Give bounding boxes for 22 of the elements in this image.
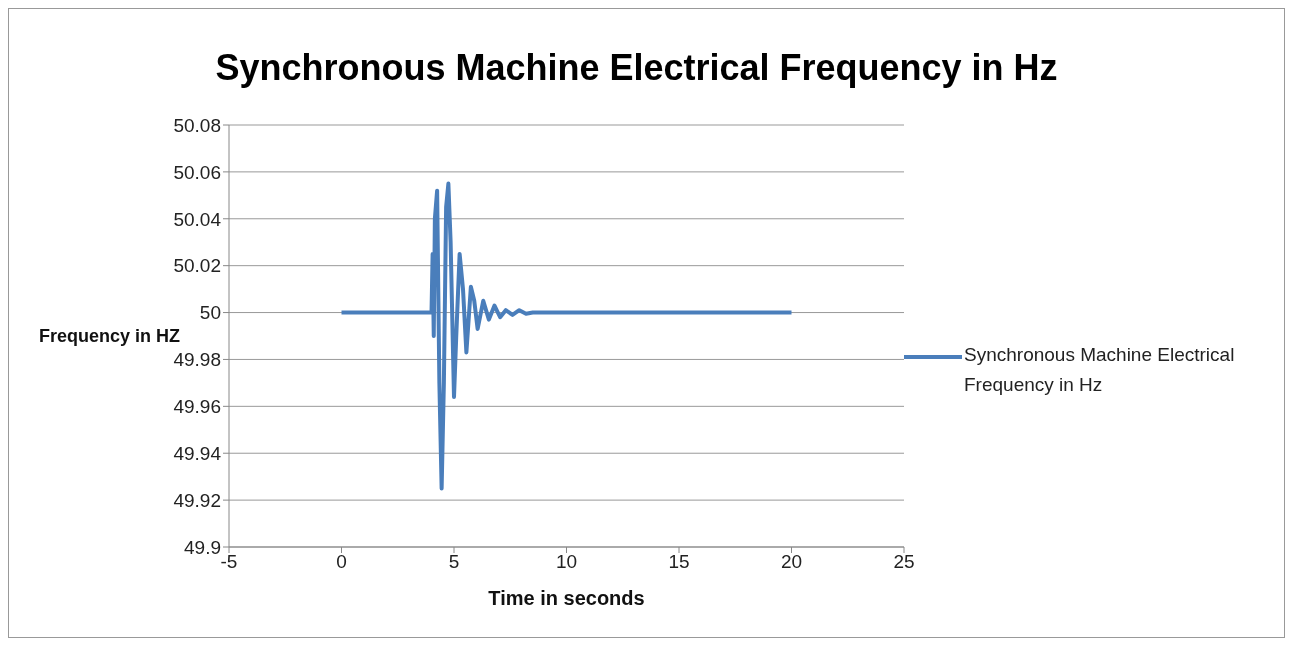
x-tick-label: 0 [336, 551, 347, 573]
x-axis-title: Time in seconds [488, 587, 645, 609]
y-tick-label: 49.96 [173, 396, 221, 418]
y-tick-label: 49.92 [173, 489, 221, 511]
y-tick-label: 50.04 [173, 208, 222, 230]
x-tick-label: 10 [555, 551, 578, 573]
y-axis-title: Frequency in HZ [39, 326, 181, 347]
chart-title: Synchronous Machine Electrical Frequency in Hz [214, 47, 1059, 90]
y-tick-label: 50.08 [173, 114, 221, 136]
line-series [339, 181, 794, 491]
x-tick-label: 25 [893, 551, 915, 573]
x-tick-label: 15 [668, 551, 690, 573]
y-tick-label: 49.9 [184, 536, 221, 558]
legend-label: Synchronous Machine Electrical Frequency in Hz [964, 342, 1236, 397]
y-tick-label: 50.02 [173, 255, 221, 277]
y-tick-label: 49.94 [173, 442, 222, 464]
y-tick-label: 49.98 [173, 349, 221, 371]
x-tick-label: -5 [220, 551, 238, 573]
x-tick-label: 20 [780, 551, 803, 573]
x-tick-label: 5 [448, 551, 460, 573]
y-tick-label: 50 [199, 302, 221, 324]
y-tick-label: 50.06 [173, 161, 221, 183]
